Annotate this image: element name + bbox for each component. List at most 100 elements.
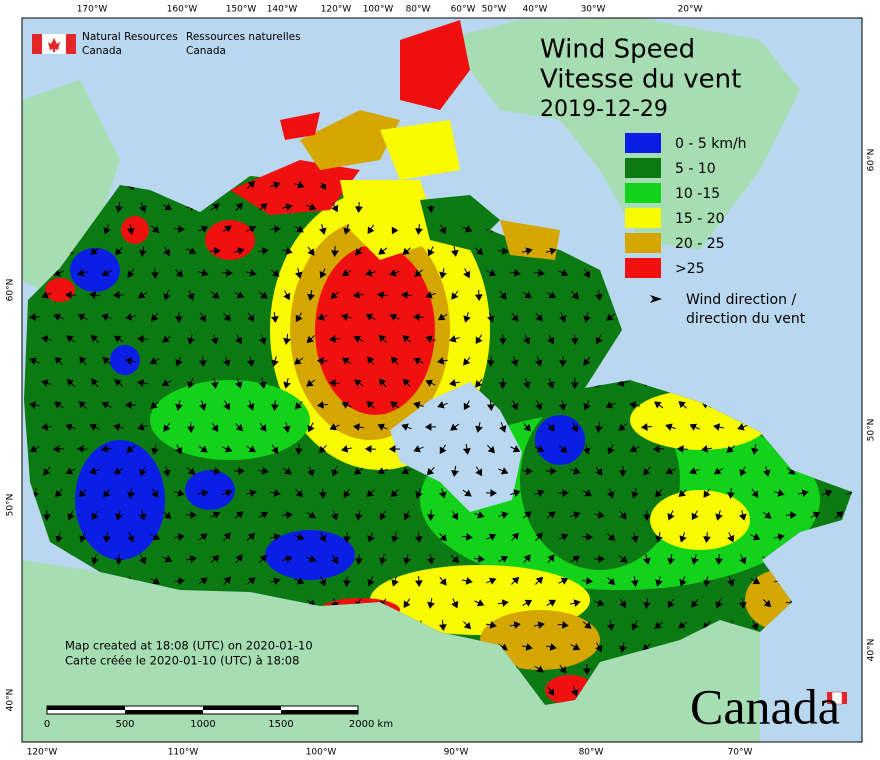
wind-arrow [186, 467, 196, 475]
wind-arrow [270, 311, 279, 323]
legend-swatch [625, 233, 661, 253]
island [420, 195, 500, 250]
wind-arrow [269, 533, 281, 541]
wind-arrow [210, 377, 219, 389]
wind-arrow [509, 269, 521, 277]
wind-arrow [222, 489, 233, 497]
wind-arrow [331, 202, 339, 213]
wind-arrow [691, 554, 699, 565]
longitude-label: 140°W [267, 5, 298, 15]
wind-arrow [667, 598, 675, 609]
wind-arrow [593, 555, 605, 563]
wind-arrow [451, 290, 459, 300]
wind-arrow [412, 313, 424, 321]
wind-arrow [187, 378, 195, 389]
wind-arrow [175, 311, 183, 323]
wind-arrow [437, 313, 448, 321]
wind-arrow [126, 223, 135, 235]
wind-arrow [414, 531, 423, 543]
zone [480, 610, 600, 670]
wind-arrow [29, 401, 40, 409]
wind-arrow [40, 423, 52, 431]
wind-arrow [41, 335, 52, 343]
wind-arrow [547, 378, 555, 389]
wind-arrow [631, 531, 639, 543]
wind-arrow [151, 312, 159, 322]
wind-arrow [534, 489, 545, 497]
wind-arrow [127, 532, 135, 543]
wind-arrow [473, 555, 485, 563]
wind-arrow [307, 246, 315, 256]
wind-arrow [66, 335, 76, 343]
wind-arrow [91, 378, 99, 388]
wind-arrow [437, 401, 448, 409]
wind-arrow [77, 313, 88, 321]
wind-arrow [295, 268, 303, 279]
wind-arrow [377, 423, 388, 431]
wind-arrow [739, 466, 747, 477]
wind-arrow [581, 533, 593, 541]
wind-arrow [475, 334, 483, 345]
wind-arrow [570, 555, 580, 563]
wind-arrow [400, 291, 412, 299]
wind-arrow [331, 510, 339, 521]
wind-arrow [124, 401, 136, 409]
wind-arrow [234, 511, 244, 519]
flag-bar [32, 34, 42, 54]
wind-arrow [246, 225, 257, 233]
wind-arrow [511, 356, 519, 367]
wind-arrow [331, 466, 339, 477]
wind-arrow [594, 289, 603, 301]
wind-arrow [139, 245, 147, 257]
wind-arrow [487, 444, 495, 454]
wind-arrow [498, 555, 509, 563]
scale-label: 1000 [190, 719, 215, 730]
wind-arrow [53, 313, 64, 321]
wind-arrow [571, 290, 579, 300]
longitude-label: 100°W [363, 5, 394, 15]
longitude-label: 110°W [168, 748, 199, 758]
wind-arrow [115, 246, 123, 256]
wind-arrow [269, 577, 281, 585]
wind-arrow [247, 180, 256, 189]
wind-arrow [245, 489, 257, 497]
header: Natural Resources Canada Ressources natu… [32, 31, 301, 57]
wind-arrow [583, 268, 591, 279]
wind-arrow [485, 621, 497, 629]
wind-arrow [316, 401, 328, 409]
wind-arrow [521, 247, 533, 255]
wind-arrow [89, 467, 100, 475]
title: Wind Speed [540, 35, 695, 65]
wind-arrow [235, 202, 243, 212]
wind-arrow [91, 554, 99, 565]
wind-arrow [139, 509, 147, 521]
zone [75, 440, 165, 560]
usa-land [22, 560, 760, 742]
wordmark-flag [842, 692, 847, 704]
wind-arrow [522, 291, 532, 299]
wind-arrow [640, 423, 652, 431]
wind-arrow [269, 489, 281, 497]
wind-arrow [583, 400, 591, 411]
wind-arrow [462, 225, 473, 233]
wind-arrow [619, 510, 627, 520]
wind-arrow [546, 511, 556, 519]
wind-arrow [343, 488, 351, 499]
wind-arrow [689, 423, 700, 431]
wind-arrow [533, 269, 545, 277]
wind-arrow [234, 291, 245, 299]
island [300, 110, 400, 170]
wind-arrow [522, 511, 532, 519]
wind-arrow [547, 423, 555, 432]
wind-arrow [306, 511, 316, 519]
latitude-label: 40°N [867, 639, 877, 662]
wind-arrow [463, 312, 471, 323]
title: Vitesse du vent [540, 65, 741, 95]
island [280, 112, 320, 140]
wind-arrow [43, 509, 51, 521]
wind-arrow [426, 553, 435, 565]
wind-arrow [618, 555, 628, 563]
wind-arrow [211, 334, 219, 345]
wind-arrow [390, 401, 400, 409]
wind-arrow [307, 466, 315, 477]
